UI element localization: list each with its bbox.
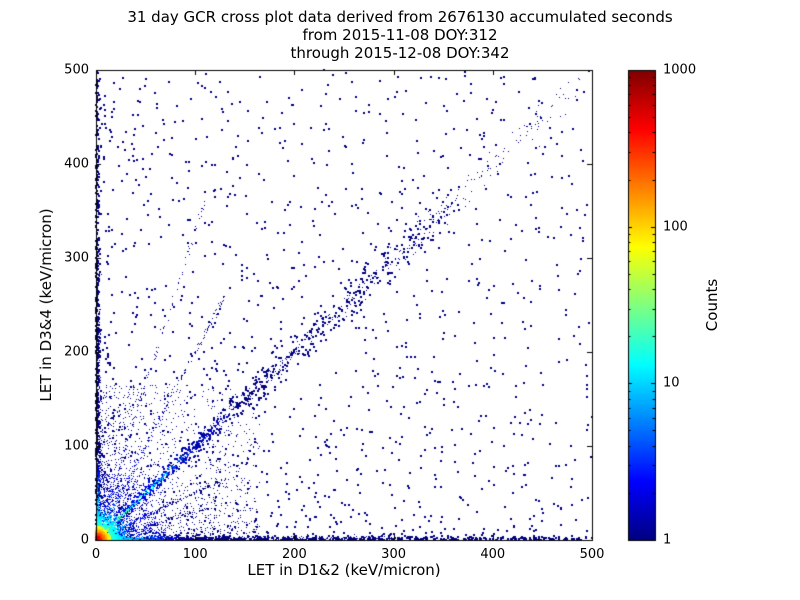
x-tick-label: 0 (91, 547, 101, 562)
x-axis-label: LET in D1&2 (keV/micron) (247, 561, 441, 579)
colorbar-tick-label: 10 (663, 375, 680, 391)
x-tick-label: 400 (480, 547, 506, 562)
y-tick-label: 0 (80, 532, 89, 548)
y-tick-label: 200 (64, 344, 89, 360)
colorbar-tick-label: 1000 (663, 62, 697, 78)
colorbar-tick-label: 1 (663, 532, 672, 548)
y-tick-label: 300 (64, 250, 89, 266)
colorbar-tick-label: 100 (663, 219, 688, 235)
x-tick-label: 100 (182, 547, 208, 562)
y-tick-label: 100 (64, 438, 89, 454)
y-tick-label: 500 (64, 62, 89, 78)
y-tick-label: 400 (64, 156, 89, 172)
x-tick-label: 500 (579, 547, 605, 562)
x-tick-label: 200 (281, 547, 307, 562)
x-tick-label: 300 (381, 547, 407, 562)
